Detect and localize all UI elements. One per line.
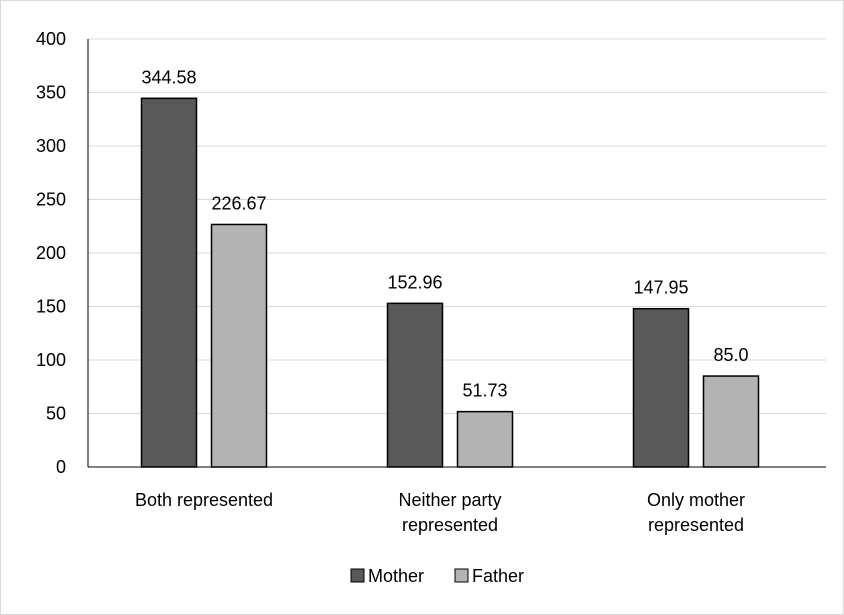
bar-father [210,223,268,468]
data-label-father: 51.73 [462,381,507,401]
bar-mother [386,302,444,468]
y-tick-label: 400 [36,29,66,49]
y-tick-label: 200 [36,243,66,263]
category-label: represented [402,515,498,535]
y-tick-label: 150 [36,297,66,317]
data-label-father: 226.67 [211,193,266,213]
x-axis-category-labels: Both represented Neither party represented… [135,490,745,535]
bars [140,97,760,468]
y-tick-label: 100 [36,350,66,370]
data-label-mother: 147.95 [633,278,688,298]
legend-label-father: Father [472,566,524,586]
data-label-father: 85.0 [713,345,748,365]
y-tick-label: 350 [36,83,66,103]
category-label: represented [648,515,744,535]
y-tick-label: 50 [46,404,66,424]
bar-father [702,375,760,468]
y-tick-label: 250 [36,190,66,210]
y-tick-label: 300 [36,136,66,156]
y-tick-label: 0 [56,457,66,477]
legend-swatch-mother [350,568,365,583]
y-axis-ticks: 0 50 100 150 200 250 300 350 400 [36,29,66,477]
data-labels: 344.58 226.67 152.96 51.73 147.95 85.0 [141,67,748,400]
legend-label-mother: Mother [368,566,424,586]
data-label-mother: 152.96 [387,272,442,292]
category-label: Neither party [398,490,501,510]
legend-swatch-father [454,568,469,583]
axes [87,39,826,468]
bar-mother [632,307,690,468]
bar-mother [140,97,198,468]
legend: Mother Father [350,566,524,586]
category-label: Both represented [135,490,273,510]
category-label: Only mother [647,490,745,510]
data-label-mother: 344.58 [141,67,196,87]
bar-father [456,410,514,468]
